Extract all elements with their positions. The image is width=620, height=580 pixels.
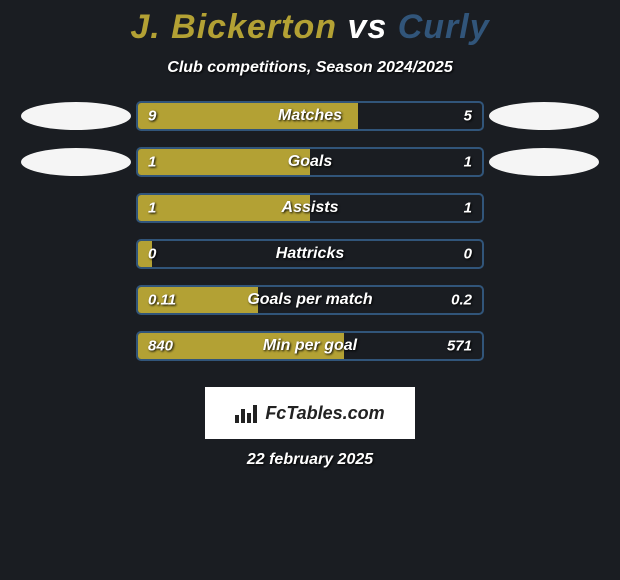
stat-row: 840 571 Min per goal	[0, 331, 620, 361]
stat-bar: 1 1 Assists	[136, 193, 484, 223]
badge-ellipse	[21, 102, 131, 130]
stat-right-value: 1	[464, 154, 472, 171]
stat-bar: 0.11 0.2 Goals per match	[136, 285, 484, 315]
bar-fill	[138, 149, 310, 175]
stat-left-value: 1	[148, 154, 156, 171]
title-vs: vs	[347, 8, 387, 46]
stat-row: 1 1 Assists	[0, 193, 620, 223]
stat-right-value: 1	[464, 200, 472, 217]
badge-ellipse	[21, 148, 131, 176]
stat-right-value: 5	[464, 108, 472, 125]
stat-left-value: 0.11	[148, 292, 176, 309]
stat-row: 1 1 Goals	[0, 147, 620, 177]
stats-rows: 9 5 Matches 1 1 Goals 1 1 Assists 0 0 Hattricks 0.11…	[0, 101, 620, 377]
subtitle: Club competitions, Season 2024/2025	[0, 59, 620, 77]
stat-row: 0.11 0.2 Goals per match	[0, 285, 620, 315]
brand-badge: FcTables.com	[205, 387, 415, 439]
stat-left-value: 9	[148, 108, 156, 125]
player2-name: Curly	[398, 8, 490, 46]
badge-ellipse	[489, 102, 599, 130]
player2-badge	[484, 148, 604, 176]
stat-right-value: 571	[447, 338, 472, 355]
stat-row: 0 0 Hattricks	[0, 239, 620, 269]
badge-ellipse	[489, 148, 599, 176]
stat-label: Assists	[282, 199, 339, 217]
stat-label: Min per goal	[263, 337, 357, 355]
player1-badge	[16, 102, 136, 130]
player1-name: J. Bickerton	[130, 8, 337, 46]
brand-text: FcTables.com	[265, 403, 384, 424]
stat-right-value: 0.2	[451, 292, 472, 309]
stat-bar: 9 5 Matches	[136, 101, 484, 131]
player2-badge	[484, 102, 604, 130]
stat-label: Hattricks	[276, 245, 344, 263]
stat-bar: 840 571 Min per goal	[136, 331, 484, 361]
bars-icon	[235, 403, 259, 423]
stat-right-value: 0	[464, 246, 472, 263]
comparison-card: J. Bickerton vs Curly Club competitions,…	[0, 0, 620, 469]
stat-left-value: 1	[148, 200, 156, 217]
page-title: J. Bickerton vs Curly	[0, 8, 620, 47]
stat-label: Goals	[288, 153, 332, 171]
player1-badge	[16, 148, 136, 176]
stat-row: 9 5 Matches	[0, 101, 620, 131]
stat-left-value: 840	[148, 338, 173, 355]
stat-bar: 1 1 Goals	[136, 147, 484, 177]
footer-date: 22 february 2025	[0, 451, 620, 469]
stat-label: Goals per match	[247, 291, 372, 309]
stat-left-value: 0	[148, 246, 156, 263]
stat-label: Matches	[278, 107, 342, 125]
stat-bar: 0 0 Hattricks	[136, 239, 484, 269]
